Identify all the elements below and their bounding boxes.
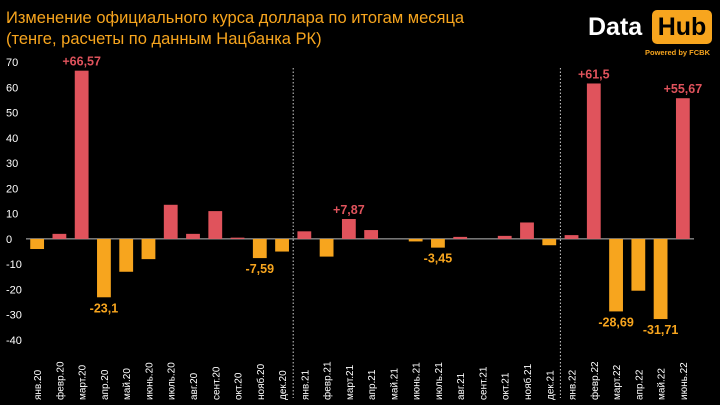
x-tick-label: март.20 [78, 364, 89, 400]
bar [119, 238, 134, 272]
x-tick-label: февр.22 [589, 361, 601, 400]
x-tick-label: февр.21 [322, 361, 334, 400]
x-tick-label: март.21 [345, 364, 356, 400]
bar [297, 231, 312, 239]
x-tick-label: сент.20 [211, 366, 222, 400]
x-tick-label: авг.21 [456, 372, 467, 400]
bar [564, 235, 579, 239]
x-tick-label: янв.21 [300, 369, 311, 400]
datahub-logo: Data Hub Powered by FCBK [588, 10, 714, 60]
bar [520, 222, 534, 239]
data-label: -23,1 [90, 301, 119, 315]
x-tick-label: июль.20 [167, 362, 178, 400]
data-label: +66,57 [62, 55, 101, 69]
bar [653, 238, 668, 320]
data-label: -31,71 [643, 323, 678, 337]
y-tick-label: -20 [6, 284, 22, 296]
logo-data-text: Data [588, 13, 643, 41]
bar [408, 238, 423, 242]
bar [230, 237, 245, 239]
y-tick-label: 10 [6, 209, 18, 221]
x-tick-label: янв.20 [33, 369, 44, 400]
chart-title-line1: Изменение официального курса доллара по … [6, 9, 465, 27]
y-tick-label: 50 [6, 108, 18, 120]
bar [319, 238, 334, 257]
x-tick-label: апр.22 [634, 369, 645, 400]
data-label: +55,67 [664, 82, 703, 96]
y-tick-label: 60 [6, 82, 18, 94]
x-tick-label: дек.20 [278, 370, 289, 400]
data-label: -3,45 [424, 252, 453, 266]
x-tick-label: сент.21 [478, 366, 489, 400]
bar [609, 238, 623, 312]
bar [453, 236, 468, 239]
x-tick-label: май.20 [122, 368, 133, 400]
data-label: -7,59 [246, 262, 275, 276]
bar [186, 233, 200, 239]
bar [341, 219, 356, 239]
y-tick-label: 40 [6, 133, 18, 145]
bar [163, 204, 178, 239]
bar [542, 238, 557, 246]
x-tick-label: июль.21 [434, 362, 445, 400]
x-tick-label: окт.20 [234, 372, 245, 400]
y-tick-label: -10 [6, 259, 22, 271]
bar [364, 230, 379, 239]
x-tick-label: май.21 [389, 368, 400, 400]
x-tick-label: янв.22 [568, 369, 579, 400]
x-tick-label: нояб.20 [255, 363, 267, 400]
bar [586, 83, 601, 239]
bar [74, 70, 89, 239]
x-tick-label: июнь.20 [144, 362, 155, 400]
x-tick-label: май.22 [657, 368, 668, 400]
x-tick-label: апр.21 [367, 369, 378, 400]
bar [252, 238, 267, 259]
x-tick-label: июнь.22 [679, 362, 690, 400]
y-tick-label: -40 [6, 335, 22, 347]
x-tick-label: дек.21 [545, 370, 556, 400]
data-label: +7,87 [333, 203, 365, 217]
y-tick-label: -30 [6, 310, 22, 322]
bar [30, 238, 45, 250]
x-tick-label: нояб.21 [522, 363, 534, 400]
data-label: -28,69 [598, 315, 633, 329]
bar [52, 233, 67, 239]
bar [631, 238, 646, 291]
x-tick-label: февр.20 [54, 361, 66, 400]
x-tick-label: июнь.21 [412, 362, 423, 400]
bar [497, 235, 512, 239]
bar [275, 238, 289, 252]
logo-hub-text: Hub [652, 10, 712, 44]
chart-title-line2: (тенге, расчеты по данным Нацбанка РК) [6, 30, 322, 48]
chart-title: Изменение официального курса доллара по … [6, 8, 464, 50]
bar [431, 238, 445, 248]
bar [208, 211, 223, 239]
logo-powered-text: Powered by FCBK [644, 48, 710, 57]
x-tick-label: апр.20 [100, 369, 111, 400]
y-tick-label: 70 [6, 57, 18, 69]
x-tick-label: окт.21 [501, 372, 512, 400]
y-tick-label: 30 [6, 158, 18, 170]
x-tick-label: авг.20 [189, 372, 200, 400]
y-tick-label: 0 [6, 234, 12, 246]
y-tick-label: 20 [6, 183, 18, 195]
bar [675, 98, 690, 239]
data-label: +61,5 [578, 67, 610, 81]
bar [141, 238, 156, 260]
bar [97, 238, 111, 298]
x-tick-label: март.22 [612, 364, 623, 400]
